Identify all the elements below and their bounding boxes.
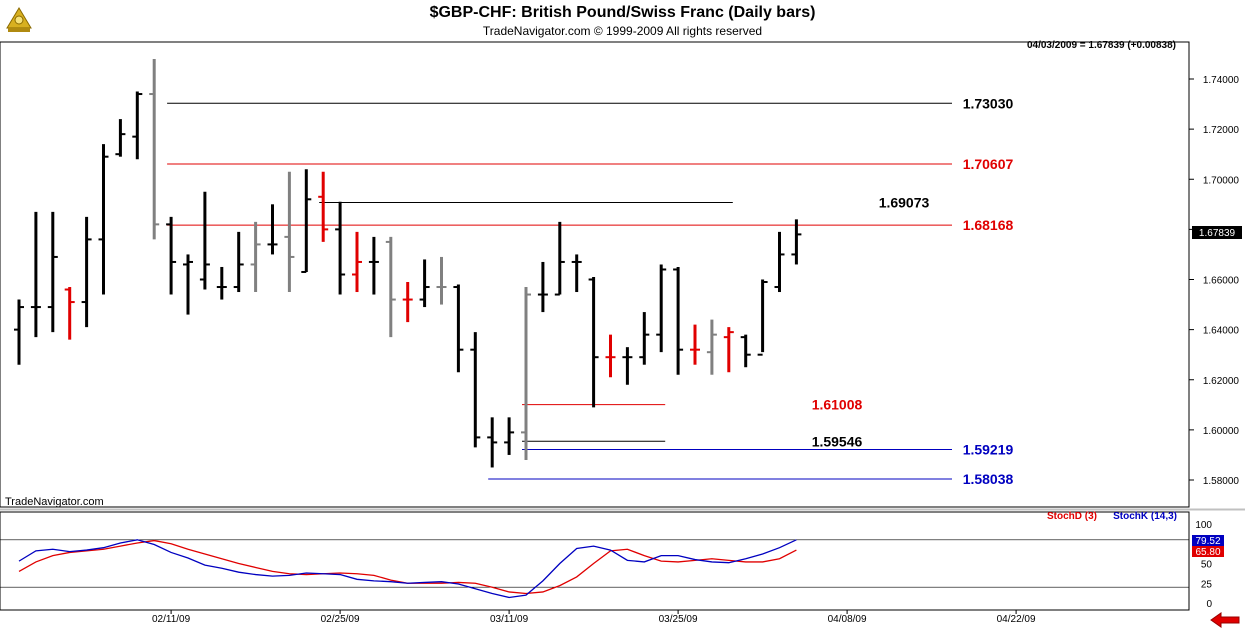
stoch-y-axis: 1007550250 <box>0 520 1212 610</box>
price-y-axis: 1.740001.720001.700001.680001.660001.640… <box>1189 75 1239 487</box>
ohlc-bars <box>14 58 802 468</box>
price-readout: 04/03/2009 = 1.67839 (+0.00838) <box>1027 40 1176 51</box>
level-label: 1.58038 <box>963 471 1014 487</box>
level-label: 1.70607 <box>963 156 1014 172</box>
date-tick-label: 03/25/09 <box>659 614 698 625</box>
date-tick-label: 04/22/09 <box>997 614 1036 625</box>
chart-subtitle: TradeNavigator.com © 1999-2009 All right… <box>482 24 763 38</box>
price-tick-label: 1.70000 <box>1203 175 1240 186</box>
price-tick-label: 1.72000 <box>1203 125 1240 136</box>
stochk-legend: StochK (14,3) <box>1113 511 1177 522</box>
level-label: 1.59546 <box>812 433 863 449</box>
stochd-value-badge <box>1192 546 1224 557</box>
price-panel-frame <box>0 41 1190 508</box>
level-label: 1.68168 <box>963 217 1014 233</box>
red-arrow-left-icon[interactable] <box>1210 612 1240 628</box>
stochastic-lines <box>18 539 797 599</box>
level-label: 1.73030 <box>963 95 1014 111</box>
stoch-panel-frame <box>0 511 1190 611</box>
date-tick-label: 04/08/09 <box>828 614 867 625</box>
chart-title: $GBP-CHF: British Pound/Swiss Franc (Dai… <box>429 4 816 21</box>
chart-header: $GBP-CHF: British Pound/Swiss Franc (Dai… <box>0 0 1245 42</box>
date-tick-label: 02/11/09 <box>152 614 191 625</box>
date-tick-label: 03/11/09 <box>490 614 529 625</box>
stochd-legend: StochD (3) <box>1047 511 1097 522</box>
stochk-value-badge <box>1192 535 1224 546</box>
last-price-badge <box>1192 226 1242 239</box>
price-tick-label: 1.64000 <box>1203 326 1240 337</box>
level-label: 1.59219 <box>963 441 1014 457</box>
price-levels: 1.73030 1.70607 1.69073 1.68168 1.61008 1.595… <box>167 95 1014 487</box>
last-price-label: 1.67839 <box>1199 228 1236 239</box>
price-tick-label: 1.58000 <box>1203 476 1240 487</box>
price-tick-label: 1.62000 <box>1203 376 1240 387</box>
price-tick-label: 1.60000 <box>1203 426 1240 437</box>
stoch-tick-label: 25 <box>1201 579 1213 590</box>
price-tick-label: 1.74000 <box>1203 75 1240 86</box>
stochk-line <box>18 539 797 599</box>
stoch-tick-label: 100 <box>1195 520 1212 531</box>
stochd-value: 65.80 <box>1195 547 1220 558</box>
stochk-value: 79.52 <box>1195 536 1220 547</box>
level-label: 1.61008 <box>812 397 863 413</box>
date-tick-label: 02/25/09 <box>321 614 360 625</box>
price-tick-label: 1.66000 <box>1203 276 1240 287</box>
stoch-tick-label: 50 <box>1201 560 1213 571</box>
stoch-tick-label: 0 <box>1206 599 1212 610</box>
sextant-logo-icon <box>4 6 34 34</box>
date-x-axis: 02/11/09 02/25/09 03/11/09 03/25/09 04/08/09… <box>152 610 1036 625</box>
level-label: 1.69073 <box>879 194 930 210</box>
watermark: TradeNavigator.com <box>5 496 104 508</box>
